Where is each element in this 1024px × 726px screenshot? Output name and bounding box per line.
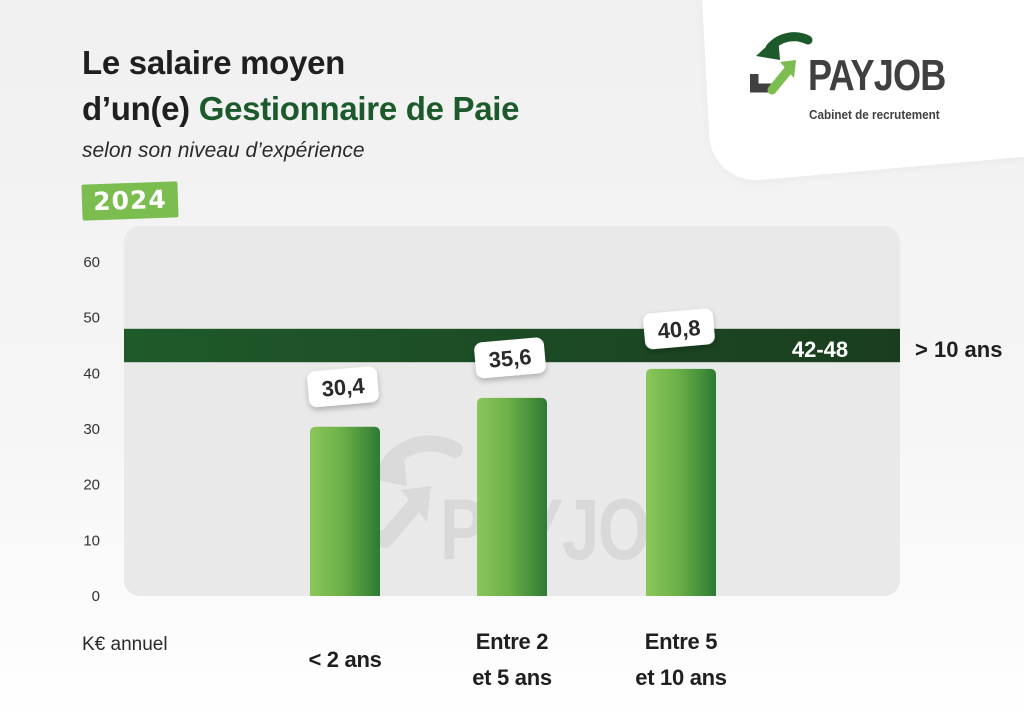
- data-label: 40,8: [643, 308, 715, 350]
- brand-pay: PAY: [808, 51, 875, 100]
- bar: [310, 426, 380, 596]
- page-title: Le salaire moyen d’un(e) Gestionnaire de…: [82, 40, 520, 132]
- recycle-arrows-logo-icon: [750, 32, 813, 95]
- y-unit-label: K€ annuel: [82, 634, 168, 655]
- bar: [477, 397, 547, 596]
- range-band-category: > 10 ans: [915, 337, 1003, 362]
- title-line-2-prefix: d’un(e): [82, 90, 190, 127]
- y-tick-label: 40: [83, 365, 100, 382]
- y-tick-label: 30: [83, 421, 100, 438]
- data-label-text: 35,6: [488, 344, 533, 373]
- data-label: 35,6: [474, 337, 546, 379]
- x-category-label-line: et 5 ans: [472, 665, 552, 690]
- y-tick-label: 50: [83, 310, 100, 327]
- x-category-label: Entre 5 et 10 ans: [591, 624, 771, 696]
- y-tick-label: 10: [83, 532, 100, 549]
- y-tick-label: 0: [92, 588, 100, 605]
- range-band-label: 42-48: [791, 337, 849, 362]
- title-line-1: Le salaire moyen: [82, 44, 346, 81]
- brand-job: JOB: [873, 51, 947, 100]
- brand-wordmark: PAYJOB: [808, 51, 947, 100]
- data-label: 30,4: [307, 366, 379, 408]
- data-label-text: 30,4: [321, 373, 367, 402]
- x-category-label-line: Entre 5: [644, 629, 718, 654]
- y-tick-label: 60: [83, 254, 100, 271]
- data-label-box: [307, 366, 379, 408]
- data-label-box: [474, 337, 546, 379]
- data-label-text: 40,8: [657, 315, 702, 344]
- brand-tagline: Cabinet de recrutement: [809, 107, 940, 122]
- x-category-label: Entre 2 et 5 ans: [422, 624, 602, 696]
- data-label-box: [643, 308, 715, 350]
- x-category-label-line: Entre 2: [475, 629, 549, 654]
- x-category-label-line: et 10 ans: [635, 665, 727, 690]
- x-category-label: < 2 ans: [255, 642, 435, 678]
- y-tick-label: 20: [83, 477, 100, 494]
- page-subtitle: selon son niveau d’expérience: [82, 139, 365, 162]
- title-line-2-accent: Gestionnaire de Paie: [198, 90, 520, 127]
- x-category-label-line: < 2 ans: [308, 647, 382, 672]
- bar: [646, 368, 716, 596]
